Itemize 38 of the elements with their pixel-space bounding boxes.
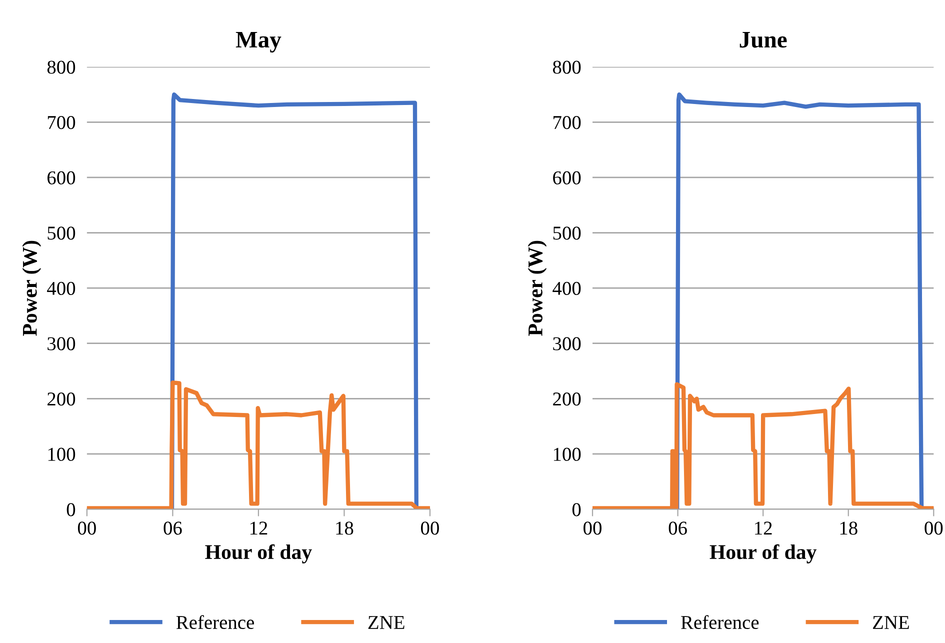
chart-title: June — [740, 32, 787, 48]
x-tick-label: 12 — [250, 522, 268, 535]
x-axis-title: Hour of day — [710, 544, 817, 564]
x-axis-title: Hour of day — [205, 544, 312, 564]
y-tick-label: 700 — [554, 116, 581, 130]
x-tick-label: 12 — [755, 522, 772, 535]
x-tick-label: 18 — [840, 522, 858, 535]
y-tick-label: 800 — [47, 60, 76, 74]
y-tick-label: 200 — [553, 392, 581, 406]
x-tick-label: 18 — [336, 522, 354, 535]
legend-label: ZNE — [368, 616, 404, 629]
y-tick-label: 800 — [552, 60, 581, 74]
y-tick-label: 100 — [48, 448, 76, 461]
y-tick-label: 600 — [553, 171, 581, 184]
y-tick-label: 0 — [572, 503, 581, 516]
legend-label: Reference — [681, 615, 759, 630]
y-tick-label: 400 — [47, 282, 76, 295]
x-tick-label: 06 — [164, 522, 182, 535]
legend-label: Reference — [176, 615, 254, 630]
legend-label: ZNE — [872, 616, 909, 629]
y-axis-title: Power (W) — [528, 240, 547, 336]
y-tick-label: 300 — [48, 337, 76, 350]
y-tick-label: 600 — [48, 171, 76, 184]
y-tick-label: 500 — [48, 226, 76, 240]
x-tick-label: 00 — [420, 522, 439, 535]
y-tick-label: 200 — [48, 392, 76, 406]
chart-title: May — [236, 32, 282, 53]
y-tick-label: 400 — [552, 282, 581, 295]
y-tick-label: 300 — [553, 337, 581, 350]
y-tick-label: 100 — [554, 448, 581, 461]
x-tick-label: 00 — [924, 522, 943, 535]
x-tick-label: 06 — [668, 522, 687, 535]
y-tick-label: 0 — [66, 503, 76, 516]
y-tick-label: 700 — [48, 116, 76, 130]
y-axis-title: Power (W) — [22, 240, 42, 336]
x-tick-label: 00 — [78, 522, 96, 535]
y-tick-label: 500 — [553, 226, 581, 240]
x-tick-label: 00 — [584, 522, 602, 535]
